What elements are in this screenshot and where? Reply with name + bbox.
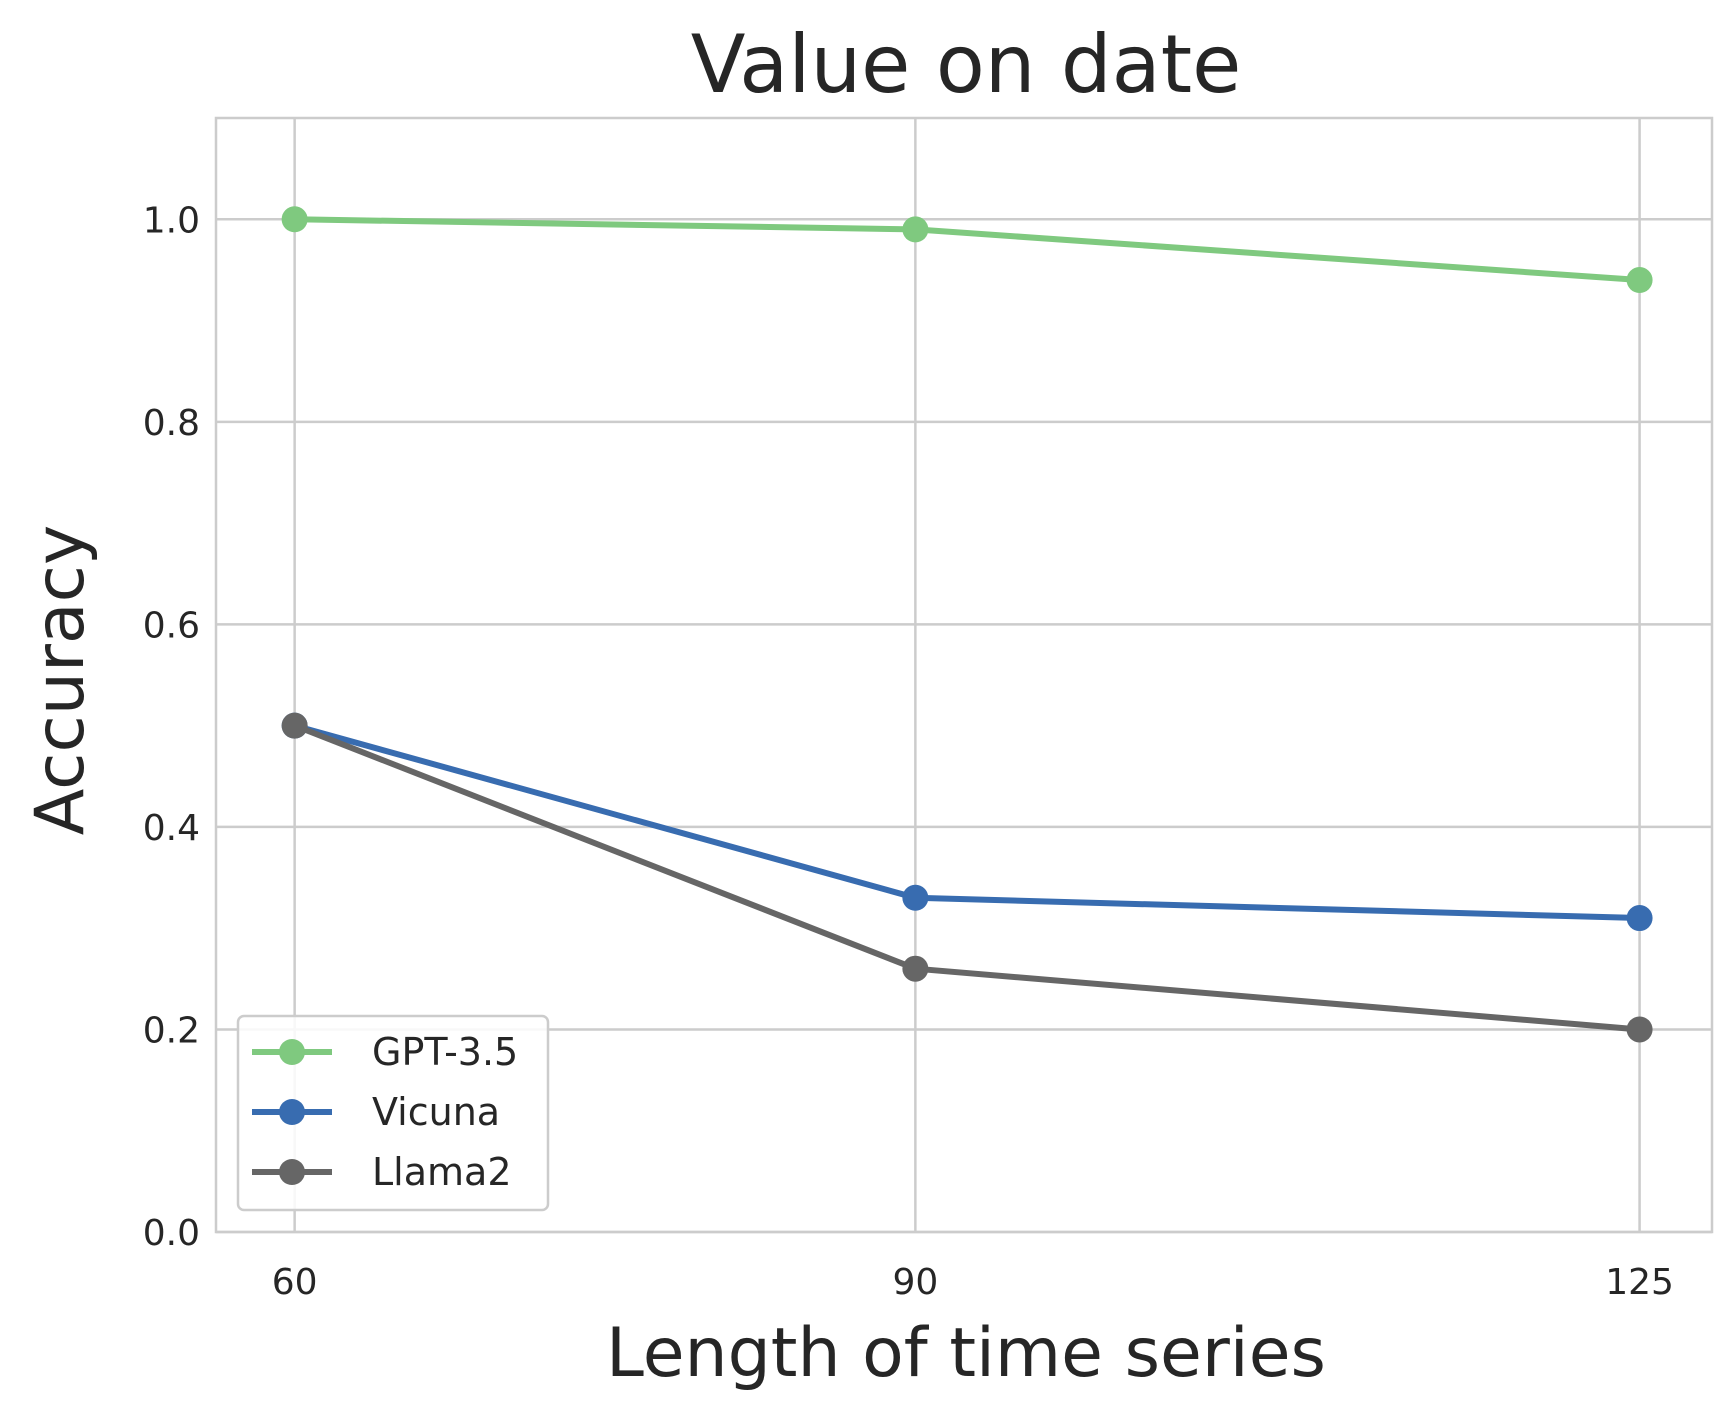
series-line <box>291 216 1643 284</box>
plot-area-frame <box>214 116 1714 1234</box>
legend-label: Llama2 <box>372 1150 512 1194</box>
y-tick-label: 0.2 <box>143 1010 200 1051</box>
y-tick-label: 0.0 <box>143 1213 200 1254</box>
x-tick-label: 125 <box>1605 1262 1674 1303</box>
y-tick-label: 0.4 <box>143 808 200 849</box>
series-line <box>291 722 1643 922</box>
legend-swatch-marker <box>279 1159 305 1185</box>
series-line <box>291 722 1643 1033</box>
y-axis-label: Accuracy <box>21 525 100 835</box>
x-tick-label: 60 <box>272 1262 318 1303</box>
data-point <box>1626 905 1653 932</box>
series-vicuna <box>281 712 1653 932</box>
data-point <box>902 216 929 243</box>
legend-item: Llama2 <box>252 1150 512 1194</box>
legend: GPT-3.5 Vicuna Llama2 <box>236 1014 550 1212</box>
legend-item: GPT-3.5 <box>252 1030 518 1074</box>
legend-box <box>236 1014 550 1212</box>
x-tick-label: 90 <box>892 1262 938 1303</box>
y-tick-label: 1.0 <box>143 200 200 241</box>
series-gpt-3-5 <box>281 206 1653 294</box>
data-point <box>281 206 308 233</box>
legend-item: Vicuna <box>252 1090 500 1134</box>
series-llama2 <box>281 712 1653 1043</box>
y-tick-label: 0.8 <box>143 403 200 444</box>
data-point <box>1626 1016 1653 1043</box>
legend-label: Vicuna <box>372 1090 500 1134</box>
series-lines <box>281 206 1653 1043</box>
tick-labels: 0.0 0.2 0.4 0.6 0.8 1.0 60 90 125 <box>143 200 1674 1303</box>
x-axis-label: Length of time series <box>606 1314 1326 1393</box>
y-tick-label: 0.6 <box>143 605 200 646</box>
legend-swatch-marker <box>279 1099 305 1125</box>
data-point <box>1626 267 1653 294</box>
data-point <box>902 884 929 911</box>
legend-label: GPT-3.5 <box>372 1030 518 1074</box>
data-point <box>281 712 308 739</box>
data-point <box>902 955 929 982</box>
legend-swatch-marker <box>279 1039 305 1065</box>
chart-title: Value on date <box>691 18 1242 111</box>
